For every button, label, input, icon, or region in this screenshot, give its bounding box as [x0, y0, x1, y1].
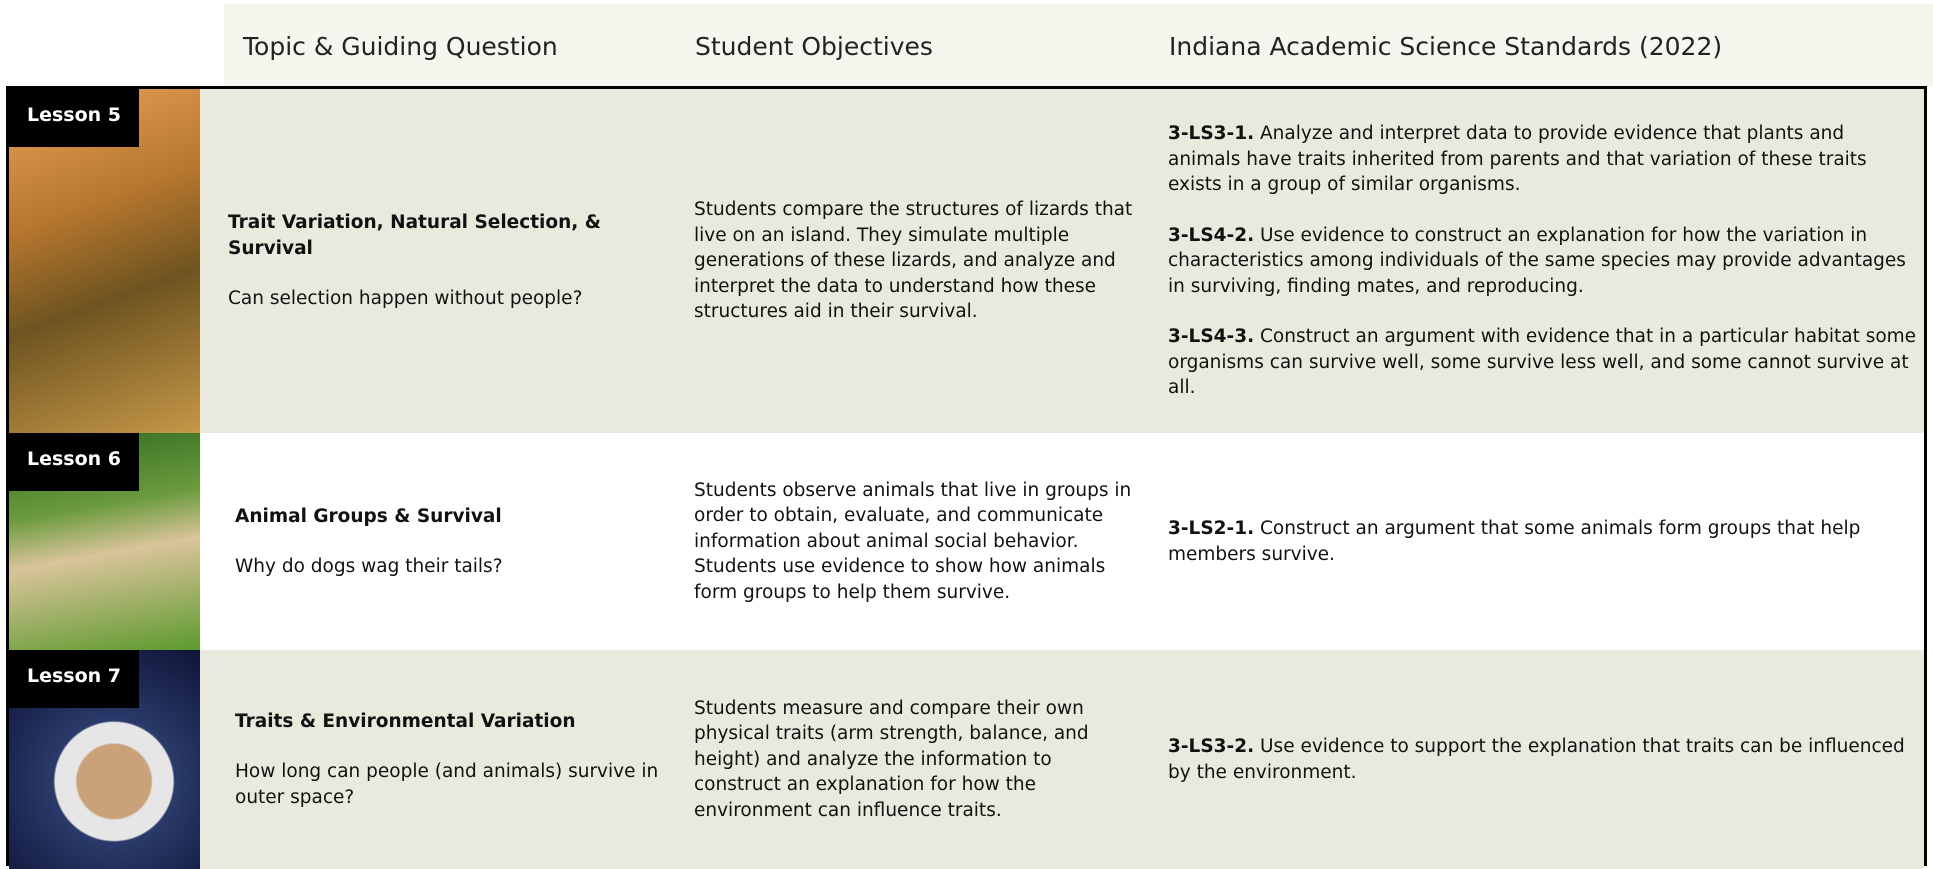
standard-text: Construct an argument with evidence that…: [1168, 326, 1917, 399]
objectives-cell: Students measure and compare their own p…: [694, 650, 1144, 869]
standard: 3-LS3-1. Analyze and interpret data to p…: [1168, 121, 1918, 198]
column-header: Indiana Academic Science Standards (2022…: [1169, 32, 1723, 61]
standard-text: Analyze and interpret data to provide ev…: [1168, 123, 1867, 196]
table-row: Lesson 7 Traits & Environmental Variation…: [9, 650, 1924, 869]
topic-title: Animal Groups & Survival: [235, 505, 502, 527]
topic-cell: Traits & Environmental Variation How long…: [235, 650, 665, 869]
standard: 3-LS2-1. Construct an argument that some…: [1168, 516, 1918, 567]
guiding-question: Why do dogs wag their tails?: [235, 556, 503, 577]
header-row: Topic & Guiding Question Student Objecti…: [224, 4, 1933, 86]
topic-title: Traits & Environmental Variation: [235, 710, 576, 732]
standard-code: 3-LS4-3.: [1168, 326, 1255, 348]
lesson-label: Lesson 5: [9, 89, 140, 147]
standard-code: 3-LS2-1.: [1168, 518, 1255, 539]
table-row: Lesson 6 Animal Groups & Survival Why do d…: [9, 433, 1924, 650]
standard-text: Use evidence to support the explanation …: [1168, 736, 1905, 783]
guiding-question: How long can people (and animals) surviv…: [235, 761, 659, 808]
standard-code: 3-LS3-1.: [1168, 123, 1255, 145]
guiding-question: Can selection happen without people?: [228, 288, 583, 310]
standard-text: Construct an argument that some animals …: [1168, 518, 1861, 565]
objectives-cell: Students observe animals that live in gr…: [694, 433, 1144, 650]
lesson-table: Lesson 5 Trait Variation, Natural Selecti…: [6, 86, 1927, 869]
column-header: Student Objectives: [695, 32, 933, 61]
column-header: Topic & Guiding Question: [243, 32, 558, 61]
standard-code: 3-LS3-2.: [1168, 736, 1255, 757]
standards-cell: 3-LS2-1. Construct an argument that some…: [1168, 433, 1918, 650]
lesson-label: Lesson 7: [9, 650, 140, 708]
table-row: Lesson 5 Trait Variation, Natural Selecti…: [9, 89, 1924, 433]
topic-cell: Trait Variation, Natural Selection, & Su…: [228, 89, 658, 433]
standard: 3-LS4-2. Use evidence to construct an ex…: [1168, 223, 1918, 300]
standard-code: 3-LS4-2.: [1168, 224, 1255, 246]
lesson-label: Lesson 6: [9, 433, 140, 491]
standard: 3-LS3-2. Use evidence to support the exp…: [1168, 734, 1918, 785]
standard-text: Use evidence to construct an explanation…: [1168, 224, 1906, 297]
topic-cell: Animal Groups & Survival Why do dogs wag …: [235, 433, 665, 650]
standards-cell: 3-LS3-2. Use evidence to support the exp…: [1168, 650, 1918, 869]
standard: 3-LS4-3. Construct an argument with evid…: [1168, 324, 1918, 401]
objectives-text: Students measure and compare their own p…: [694, 697, 1089, 821]
objectives-text: Students compare the structures of lizar…: [694, 199, 1133, 323]
topic-title: Trait Variation, Natural Selection, & Su…: [228, 212, 601, 259]
objectives-cell: Students compare the structures of lizar…: [694, 89, 1144, 433]
objectives-text: Students observe animals that live in gr…: [694, 479, 1132, 603]
standards-cell: 3-LS3-1. Analyze and interpret data to p…: [1168, 89, 1918, 433]
